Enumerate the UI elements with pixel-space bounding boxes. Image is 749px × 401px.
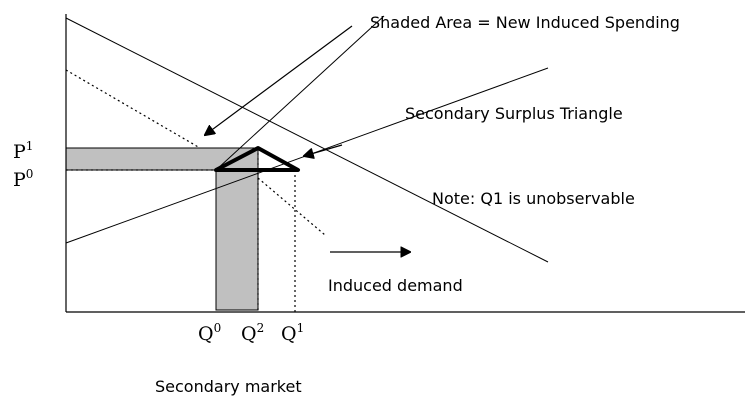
shifted-line [215, 15, 385, 171]
shaded-quantity-area [215, 169, 259, 311]
price-label: P0 [13, 167, 33, 191]
arrow [205, 25, 353, 135]
surplus-triangle [214, 146, 300, 172]
demand-line [65, 17, 549, 263]
caption: Secondary market [155, 377, 302, 396]
annotation: Note: Q1 is unobservable [432, 189, 635, 208]
shaded-price-area [65, 147, 259, 171]
quantity-label: Q2 [241, 321, 264, 345]
original-demand [65, 69, 201, 149]
annotation: Shaded Area = New Induced Spending [370, 13, 680, 32]
annotation: Induced demand [328, 276, 463, 295]
price-label: P1 [13, 139, 33, 163]
arrow [304, 144, 343, 156]
original-demand [257, 177, 326, 236]
quantity-label: Q1 [281, 321, 304, 345]
quantity-label: Q0 [198, 321, 221, 345]
annotation: Secondary Surplus Triangle [405, 104, 623, 123]
